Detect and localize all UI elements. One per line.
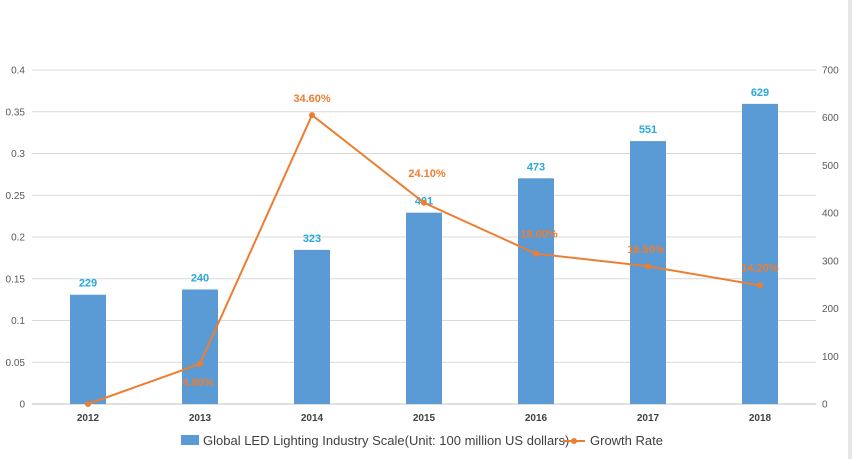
x-tick-label: 2012 <box>77 413 100 424</box>
x-tick-label: 2014 <box>301 413 324 424</box>
x-tick-label: 2016 <box>525 413 548 424</box>
left-tick-label: 0.35 <box>6 107 26 118</box>
right-tick-label: 0 <box>822 400 828 411</box>
left-tick-label: 0.1 <box>11 316 25 327</box>
right-tick-label: 400 <box>822 209 839 220</box>
left-tick-label: 0.25 <box>6 191 26 202</box>
left-tick-label: 0.15 <box>6 274 26 285</box>
bar-series <box>70 103 778 405</box>
right-tick-label: 700 <box>822 66 839 77</box>
left-tick-label: 0.3 <box>11 149 25 160</box>
legend-swatch-bars <box>181 435 199 445</box>
bar-value-label: 551 <box>639 124 657 136</box>
bar <box>70 294 106 404</box>
legend-swatch-marker <box>571 438 577 444</box>
growth-rate-point <box>309 112 315 119</box>
legend: Global LED Lighting Industry Scale(Unit:… <box>181 433 663 448</box>
growth-rate-label: 24.10% <box>408 168 446 180</box>
growth-rate-point <box>85 401 91 407</box>
right-tick-label: 200 <box>822 304 839 315</box>
x-tick-label: 2018 <box>749 413 772 424</box>
legend-label-bars: Global LED Lighting Industry Scale(Unit:… <box>203 433 569 448</box>
bar-value-label: 323 <box>303 233 321 245</box>
bar-value-label: 473 <box>527 161 545 173</box>
x-tick-label: 2017 <box>637 413 660 424</box>
bar <box>630 141 666 404</box>
right-tick-label: 500 <box>822 161 839 172</box>
bar-value-label: 629 <box>751 87 769 99</box>
growth-rate-point <box>757 282 763 289</box>
left-tick-label: 0.4 <box>11 66 25 77</box>
bar <box>742 103 778 405</box>
growth-rate-point <box>197 360 203 367</box>
bar <box>406 212 442 404</box>
x-axis-ticks: 2012 2013 2014 2015 2016 2017 2018 <box>77 413 772 424</box>
x-tick-label: 2013 <box>189 413 212 424</box>
bar <box>294 249 330 404</box>
right-tick-label: 100 <box>822 352 839 363</box>
growth-rate-point <box>645 263 651 270</box>
growth-rate-label: 18.00% <box>520 229 558 241</box>
bar <box>518 178 554 404</box>
line-series: 4.80% 34.60% 24.10% 18.00% 16.50% 14.20% <box>85 93 779 407</box>
growth-rate-label: 16.50% <box>627 244 665 256</box>
growth-rate-point <box>421 199 427 206</box>
growth-rate-label: 34.60% <box>293 93 331 105</box>
growth-rate-label: 4.80% <box>182 377 213 389</box>
left-tick-label: 0.2 <box>11 233 25 244</box>
growth-rate-label: 14.20% <box>741 262 779 274</box>
window-edge <box>848 0 852 459</box>
bar <box>182 289 218 404</box>
right-axis-ticks: 0 100 200 300 400 500 600 700 <box>822 66 839 411</box>
x-tick-label: 2015 <box>413 413 436 424</box>
bar-value-label: 240 <box>191 272 209 284</box>
bar-value-label: 229 <box>79 278 97 290</box>
right-tick-label: 600 <box>822 113 839 124</box>
left-tick-label: 0.05 <box>6 358 26 369</box>
left-axis-ticks: 0 0.05 0.1 0.15 0.2 0.25 0.3 0.35 0.4 <box>6 66 26 411</box>
legend-label-line: Growth Rate <box>590 433 663 448</box>
left-tick-label: 0 <box>19 400 25 411</box>
right-tick-label: 300 <box>822 256 839 267</box>
growth-rate-point <box>533 250 539 257</box>
